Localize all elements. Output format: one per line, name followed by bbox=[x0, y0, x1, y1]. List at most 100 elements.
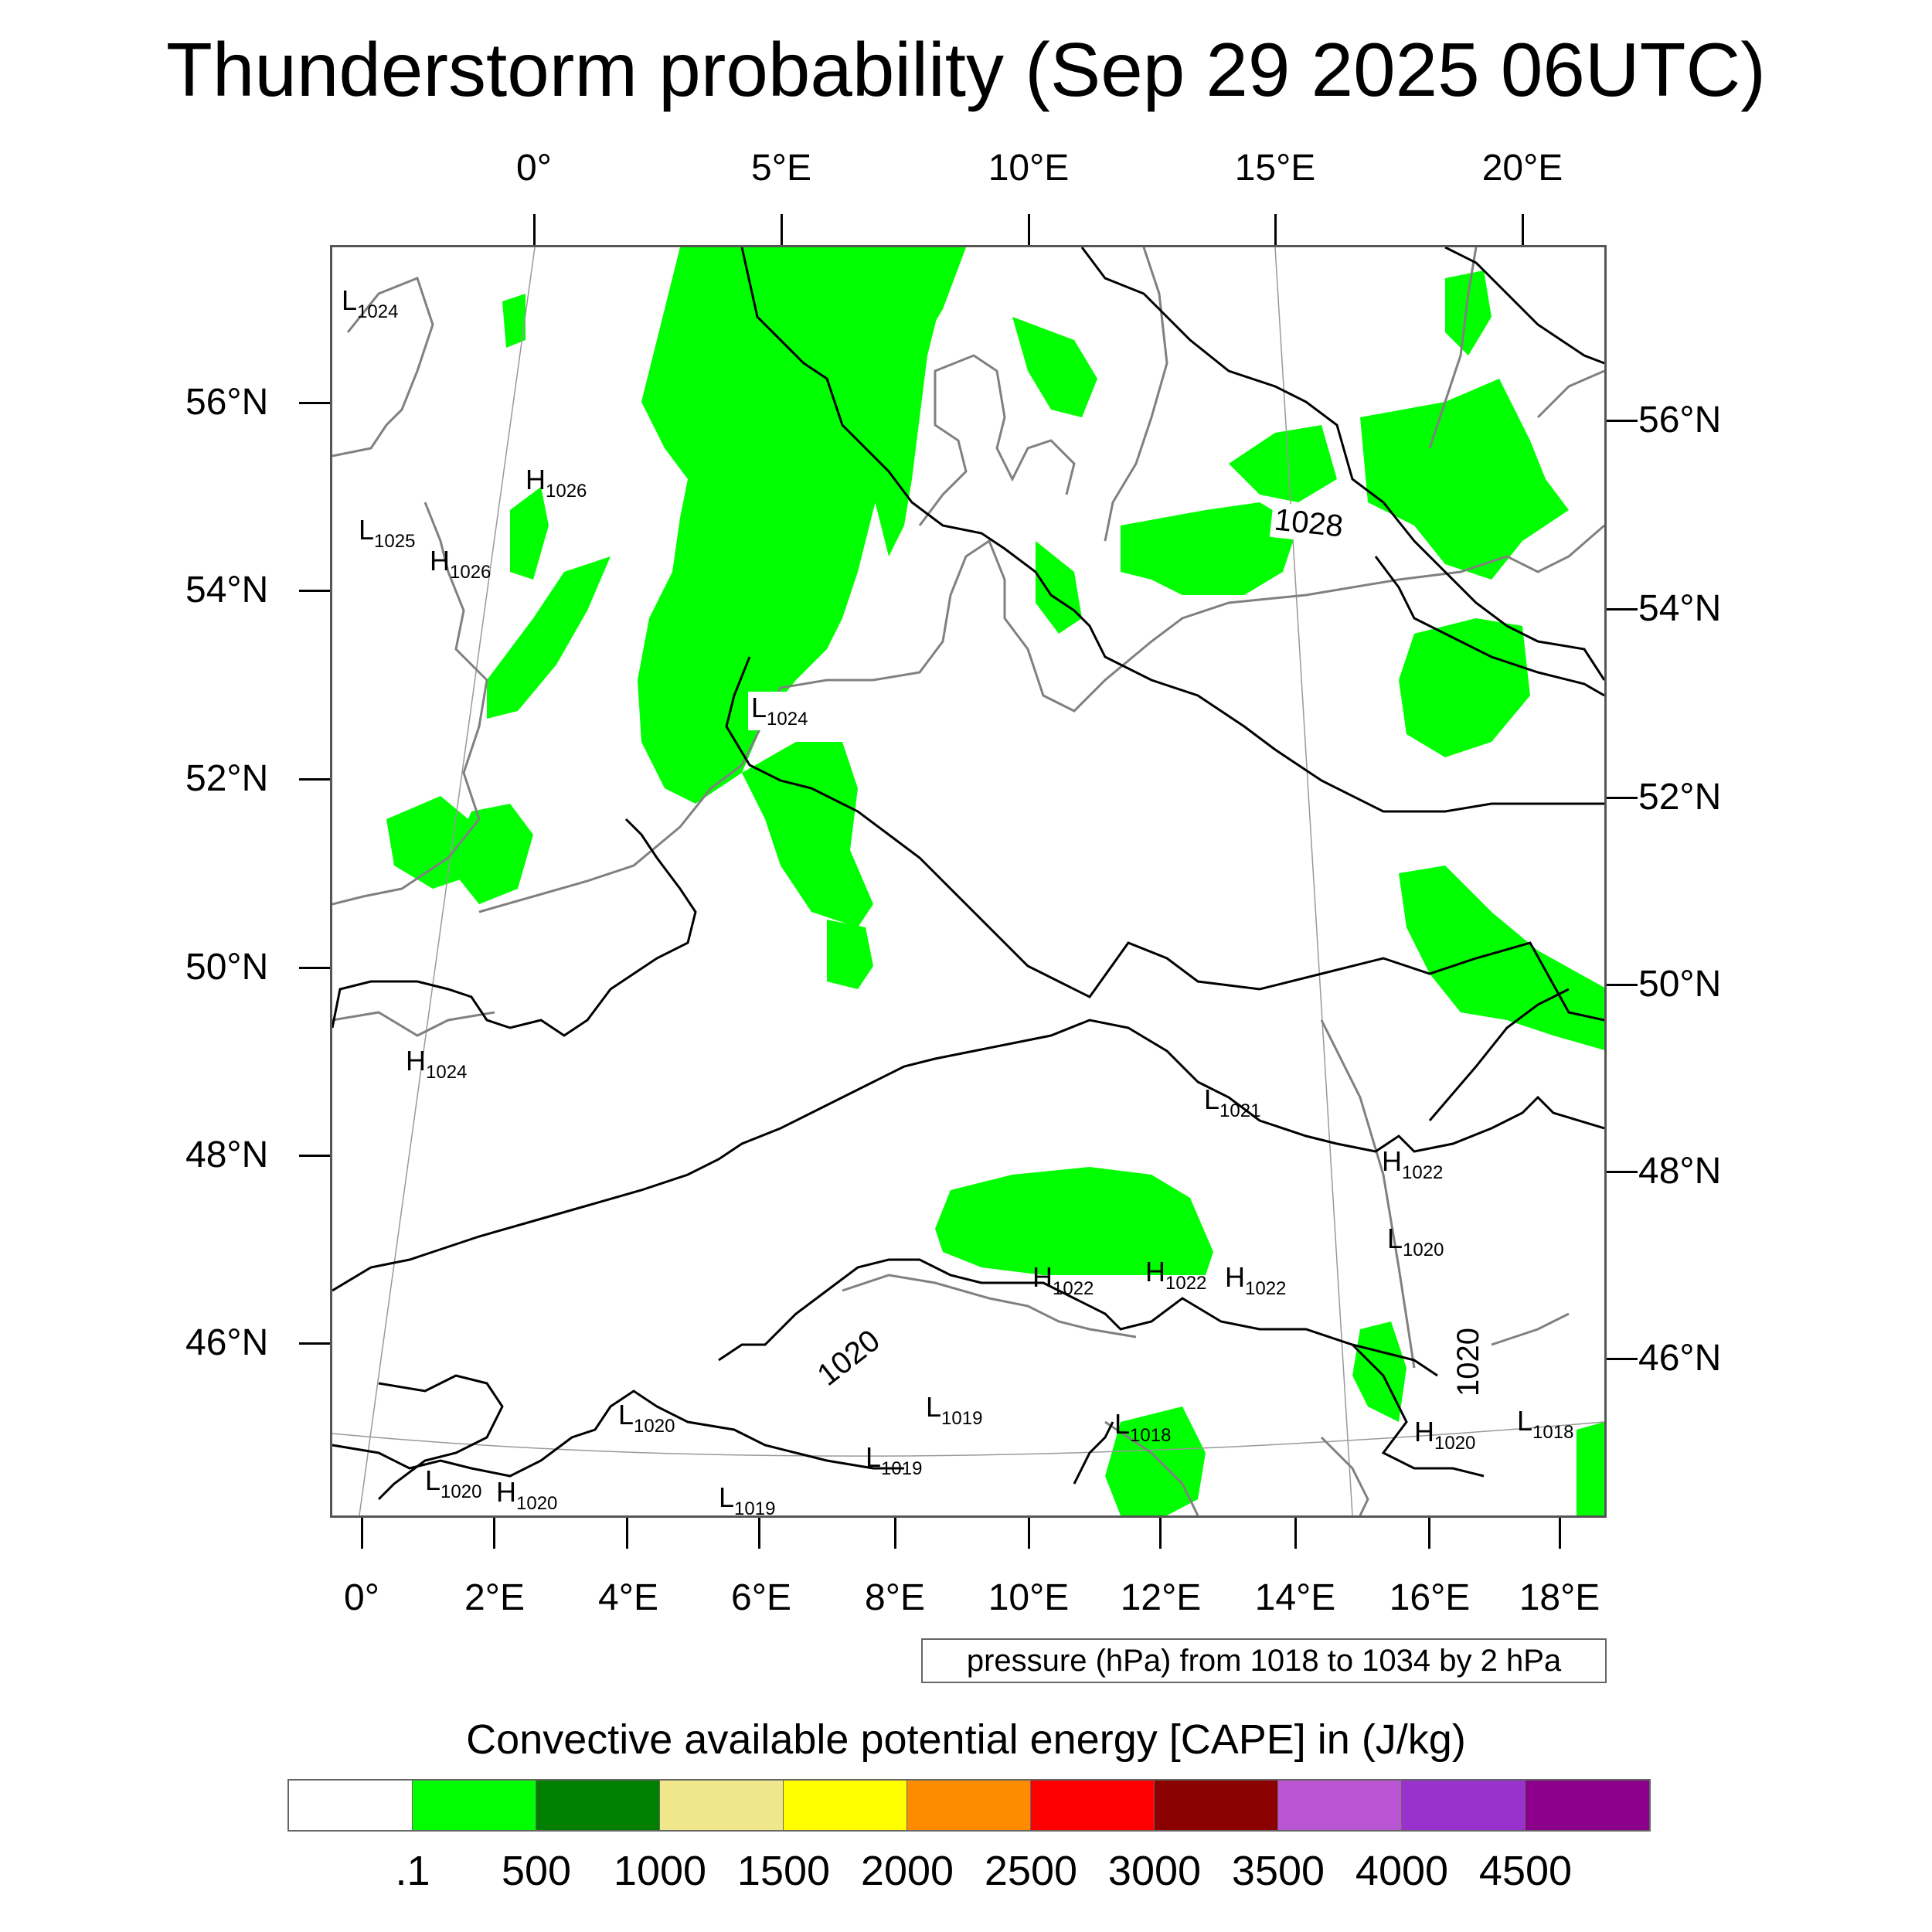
colorbar-cell bbox=[413, 1781, 536, 1830]
tick-bot-10e bbox=[1028, 1518, 1030, 1549]
tick-left-54 bbox=[299, 590, 330, 592]
colorbar-label: 2000 bbox=[860, 1848, 954, 1894]
tick-top-20e bbox=[1522, 214, 1524, 245]
tick-left-50 bbox=[299, 967, 330, 969]
lat-left-label: 56°N bbox=[185, 382, 269, 423]
pressure-center-label: H1026 bbox=[526, 464, 587, 502]
lat-left-label: 48°N bbox=[185, 1134, 269, 1175]
tick-left-52 bbox=[299, 778, 330, 781]
pressure-center-label: L1019 bbox=[866, 1441, 923, 1479]
tick-bot-2e bbox=[493, 1518, 495, 1549]
pressure-legend: pressure (hPa) from 1018 to 1034 by 2 hP… bbox=[921, 1638, 1607, 1683]
tick-bot-14e bbox=[1294, 1518, 1297, 1549]
tick-right-54 bbox=[1607, 608, 1638, 611]
tick-bot-0 bbox=[361, 1518, 363, 1549]
pressure-center-label: L1018 bbox=[1517, 1405, 1574, 1443]
cape-areas bbox=[386, 247, 1604, 1515]
map-canvas bbox=[332, 247, 1604, 1515]
tick-top-10e bbox=[1028, 214, 1030, 245]
colorbar-label: .1 bbox=[395, 1848, 430, 1894]
cape-area-se-edge bbox=[1577, 1422, 1604, 1515]
pressure-center-label: L1019 bbox=[719, 1481, 776, 1519]
tick-right-52 bbox=[1607, 797, 1638, 799]
lat-left-label: 52°N bbox=[185, 758, 269, 799]
cape-area-poland-ne bbox=[1399, 618, 1530, 757]
tick-right-48 bbox=[1607, 1171, 1638, 1173]
lon-top-label: 15°E bbox=[1234, 148, 1316, 189]
cape-area-uk-south bbox=[386, 796, 487, 889]
colorbar-cell bbox=[907, 1781, 1031, 1830]
pressure-center-label: H1022 bbox=[1032, 1261, 1094, 1299]
colorbar-cell bbox=[660, 1781, 784, 1830]
tick-left-48 bbox=[299, 1155, 330, 1157]
lon-bottom-label: 2°E bbox=[464, 1577, 525, 1618]
tick-left-56 bbox=[299, 402, 330, 404]
map-panel bbox=[330, 245, 1607, 1518]
cape-area-north-sea-east bbox=[866, 255, 943, 556]
tick-bot-6e bbox=[758, 1518, 760, 1549]
pressure-center-label: H1026 bbox=[430, 545, 492, 583]
colorbar-label: 3500 bbox=[1231, 1848, 1325, 1894]
pressure-center-label: H1020 bbox=[1414, 1416, 1476, 1454]
isobars bbox=[332, 247, 1604, 1501]
tick-left-46 bbox=[299, 1342, 330, 1345]
lon-top-label: 20°E bbox=[1481, 148, 1563, 189]
cape-area-belgium bbox=[827, 920, 873, 989]
pressure-center-label: L1020 bbox=[618, 1399, 675, 1437]
cape-area-sweden-n bbox=[1445, 270, 1492, 355]
pressure-center-label: L1024 bbox=[748, 692, 811, 730]
colorbar-cell bbox=[784, 1781, 907, 1830]
colorbar-cell bbox=[1031, 1781, 1155, 1830]
colorbar-cell bbox=[536, 1781, 660, 1830]
colorbar-label: 500 bbox=[501, 1848, 572, 1894]
colorbar-label: 1500 bbox=[736, 1848, 831, 1894]
colorbar-cell bbox=[1402, 1781, 1526, 1830]
lon-bottom-label: 0° bbox=[344, 1577, 379, 1618]
tick-top-0 bbox=[533, 214, 536, 245]
tick-right-56 bbox=[1607, 420, 1638, 422]
lat-left-label: 46°N bbox=[185, 1322, 269, 1363]
cape-area-croatia bbox=[1105, 1406, 1206, 1515]
colorbar-label: 2500 bbox=[984, 1848, 1078, 1894]
lat-right-label: 50°N bbox=[1638, 964, 1722, 1005]
isobar-label: 1020 bbox=[1451, 1325, 1486, 1400]
lon-top-label: 10°E bbox=[988, 148, 1070, 189]
pressure-center-label: L1018 bbox=[1114, 1408, 1172, 1446]
cape-area-uk-east-1 bbox=[510, 487, 549, 580]
pressure-center-label: H1022 bbox=[1145, 1256, 1207, 1294]
cape-area-poland-s bbox=[1399, 866, 1604, 1050]
lon-bottom-label: 10°E bbox=[988, 1577, 1070, 1618]
tick-bot-12e bbox=[1159, 1518, 1162, 1549]
graticule bbox=[332, 247, 1604, 1515]
lon-bottom-label: 18°E bbox=[1519, 1577, 1600, 1618]
lon-bottom-label: 4°E bbox=[598, 1577, 658, 1618]
lat-right-label: 54°N bbox=[1638, 588, 1722, 629]
colorbar-label: 4000 bbox=[1355, 1848, 1449, 1894]
lat-right-label: 56°N bbox=[1638, 400, 1722, 440]
colorbar-title: Convective available potential energy [C… bbox=[466, 1716, 1466, 1763]
tick-right-50 bbox=[1607, 984, 1638, 986]
pressure-center-label: L1020 bbox=[425, 1464, 482, 1502]
lon-bottom-label: 16°E bbox=[1389, 1577, 1471, 1618]
pressure-center-label: H1024 bbox=[406, 1045, 468, 1083]
coastlines bbox=[332, 247, 1604, 1515]
lat-right-label: 52°N bbox=[1638, 777, 1722, 818]
tick-top-5e bbox=[781, 214, 783, 245]
pressure-center-label: H1022 bbox=[1225, 1261, 1287, 1299]
colorbar-cell bbox=[1526, 1781, 1649, 1830]
chart-title: Thunderstorm probability (Sep 29 2025 06… bbox=[166, 27, 1766, 112]
tick-top-15e bbox=[1274, 214, 1277, 245]
colorbar-cell bbox=[289, 1781, 413, 1830]
lon-bottom-label: 6°E bbox=[731, 1577, 791, 1618]
cape-area-alps bbox=[935, 1167, 1213, 1275]
lat-right-label: 48°N bbox=[1638, 1151, 1722, 1192]
pressure-center-label: L1019 bbox=[926, 1391, 983, 1429]
lat-left-label: 50°N bbox=[185, 947, 269, 988]
cape-area-sweden-s bbox=[1229, 425, 1337, 502]
tick-bot-4e bbox=[626, 1518, 628, 1549]
pressure-center-label: L1024 bbox=[342, 284, 399, 322]
lon-bottom-label: 12°E bbox=[1120, 1577, 1202, 1618]
tick-bot-18e bbox=[1559, 1518, 1561, 1549]
pressure-center-label: L1025 bbox=[359, 514, 416, 552]
cape-area-baltic bbox=[1121, 502, 1298, 595]
